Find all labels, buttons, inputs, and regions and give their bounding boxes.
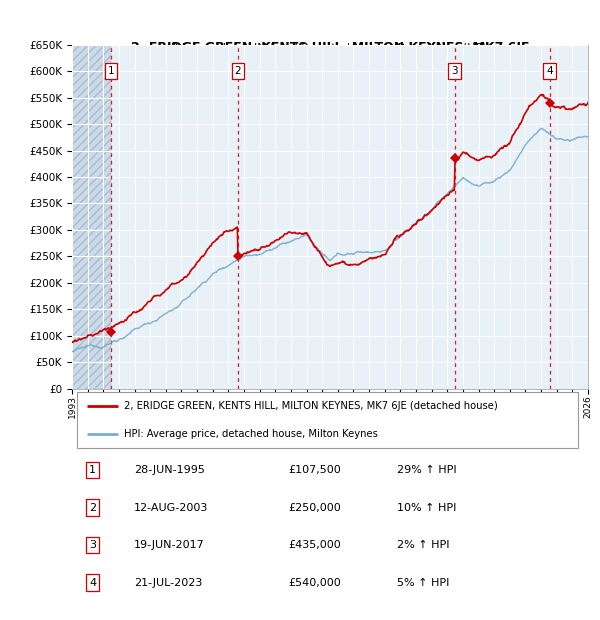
Text: HPI: Average price, detached house, Milton Keynes: HPI: Average price, detached house, Milt… [124, 428, 377, 439]
Text: 12-AUG-2003: 12-AUG-2003 [134, 503, 208, 513]
Text: 3: 3 [89, 540, 96, 550]
Text: 2, ERIDGE GREEN, KENTS HILL, MILTON KEYNES, MK7 6JE (detached house): 2, ERIDGE GREEN, KENTS HILL, MILTON KEYN… [124, 401, 497, 411]
Text: 2: 2 [89, 503, 96, 513]
Text: 2, ERIDGE GREEN, KENTS HILL, MILTON KEYNES, MK7 6JE: 2, ERIDGE GREEN, KENTS HILL, MILTON KEYN… [131, 40, 529, 53]
Text: 28-JUN-1995: 28-JUN-1995 [134, 465, 205, 475]
Text: 3: 3 [451, 66, 458, 76]
Text: £435,000: £435,000 [289, 540, 341, 550]
Text: 10% ↑ HPI: 10% ↑ HPI [397, 503, 457, 513]
Text: Price paid vs. HM Land Registry's House Price Index (HPI): Price paid vs. HM Land Registry's House … [170, 43, 490, 53]
Text: 2% ↑ HPI: 2% ↑ HPI [397, 540, 449, 550]
Text: £540,000: £540,000 [289, 578, 341, 588]
Text: £250,000: £250,000 [289, 503, 341, 513]
Text: 5% ↑ HPI: 5% ↑ HPI [397, 578, 449, 588]
Text: 1: 1 [107, 66, 114, 76]
Text: £107,500: £107,500 [289, 465, 341, 475]
Text: 29% ↑ HPI: 29% ↑ HPI [397, 465, 457, 475]
Text: 2: 2 [235, 66, 241, 76]
Text: 4: 4 [547, 66, 553, 76]
Text: 1: 1 [89, 465, 96, 475]
Text: 4: 4 [89, 578, 96, 588]
FancyBboxPatch shape [77, 392, 578, 448]
Text: 19-JUN-2017: 19-JUN-2017 [134, 540, 205, 550]
Text: 21-JUL-2023: 21-JUL-2023 [134, 578, 202, 588]
